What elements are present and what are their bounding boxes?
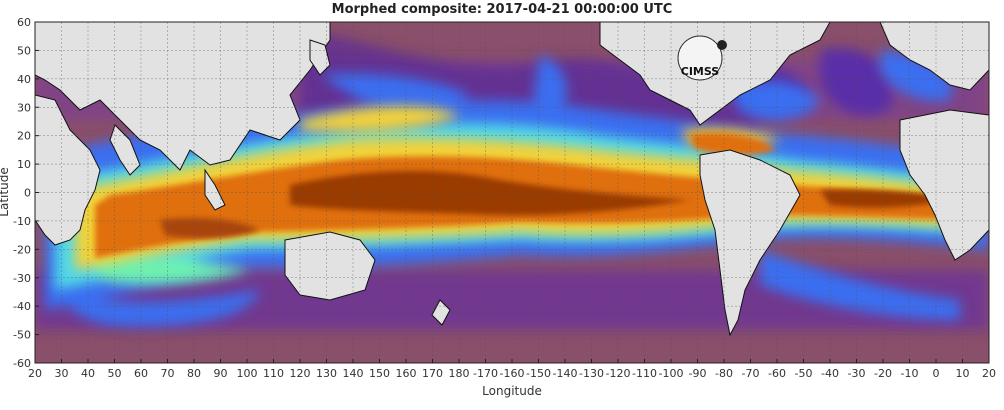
x-tick-label: -160 [500, 367, 525, 380]
x-tick-label: 150 [369, 367, 390, 380]
logo-globe [677, 35, 723, 81]
x-tick-label: 40 [81, 367, 95, 380]
y-tick-label: 0 [24, 187, 31, 200]
x-axis-title: Longitude [482, 384, 542, 398]
x-tick-label: -40 [821, 367, 839, 380]
x-tick-label: 180 [449, 367, 470, 380]
y-axis: 60 50 40 30 20 10 0 -10 -20 -30 -40 -50 -60 [13, 16, 39, 370]
y-tick-label: -50 [13, 329, 31, 342]
y-tick-label: -40 [13, 300, 31, 313]
x-tick-label: 0 [933, 367, 940, 380]
x-tick-label: 60 [134, 367, 148, 380]
y-tick-label: 60 [17, 16, 31, 29]
chart-title: Morphed composite: 2017-04-21 00:00:00 U… [331, 2, 673, 17]
x-tick-label: 100 [237, 367, 258, 380]
africa-east [35, 94, 101, 246]
x-tick-label: 20 [28, 367, 42, 380]
x-tick-label: -110 [632, 367, 657, 380]
y-tick-label: 50 [17, 44, 31, 57]
x-tick-label: -20 [874, 367, 892, 380]
x-tick-label: 10 [956, 367, 970, 380]
y-tick-label: 10 [17, 158, 31, 171]
y-axis-title: Latitude [0, 167, 11, 216]
eurasia [35, 22, 331, 171]
europe [879, 22, 989, 91]
x-tick-label: 140 [343, 367, 364, 380]
x-tick-label: 130 [316, 367, 337, 380]
y-tick-label: -60 [13, 357, 31, 370]
x-tick-label: 110 [263, 367, 284, 380]
y-tick-label: 20 [17, 130, 31, 143]
x-tick-label: -60 [768, 367, 786, 380]
grid-lines [35, 22, 989, 363]
x-tick-label: 70 [161, 367, 175, 380]
x-tick-label: 120 [290, 367, 311, 380]
new-zealand [431, 299, 451, 326]
x-tick-label: -130 [579, 367, 604, 380]
y-tick-label: -10 [13, 215, 31, 228]
land-masses [35, 22, 989, 337]
x-tick-label: -120 [606, 367, 631, 380]
india [109, 124, 141, 176]
y-tick-label: -30 [13, 272, 31, 285]
x-tick-label: 20 [982, 367, 996, 380]
logo-dot [717, 40, 727, 50]
southeast-asia [204, 168, 226, 211]
x-tick-label: 50 [108, 367, 122, 380]
japan [309, 39, 331, 76]
australia [284, 231, 376, 301]
x-tick-label: 80 [187, 367, 201, 380]
x-tick-label: -150 [526, 367, 551, 380]
x-tick-label: -90 [689, 367, 707, 380]
x-tick-label: 90 [214, 367, 228, 380]
y-tick-label: -20 [13, 243, 31, 256]
x-tick-label: -140 [553, 367, 578, 380]
x-tick-label: -50 [795, 367, 813, 380]
x-tick-label: 160 [396, 367, 417, 380]
x-tick-label: -30 [848, 367, 866, 380]
x-tick-label: -100 [659, 367, 684, 380]
africa-west [899, 109, 989, 261]
x-tick-label: -10 [901, 367, 919, 380]
south-america [699, 149, 801, 337]
x-tick-label: -170 [473, 367, 498, 380]
y-tick-label: 30 [17, 101, 31, 114]
x-tick-label: -80 [715, 367, 733, 380]
x-tick-label: -70 [742, 367, 760, 380]
y-tick-label: 40 [17, 73, 31, 86]
x-tick-label: 30 [55, 367, 69, 380]
x-axis: 20 30 40 50 60 70 80 90 100 110 120 130 140 150 160 170… [28, 359, 996, 380]
logo-text: CIMSS [681, 65, 720, 78]
x-tick-label: 170 [422, 367, 443, 380]
cimss-logo: CIMSS [677, 35, 727, 81]
